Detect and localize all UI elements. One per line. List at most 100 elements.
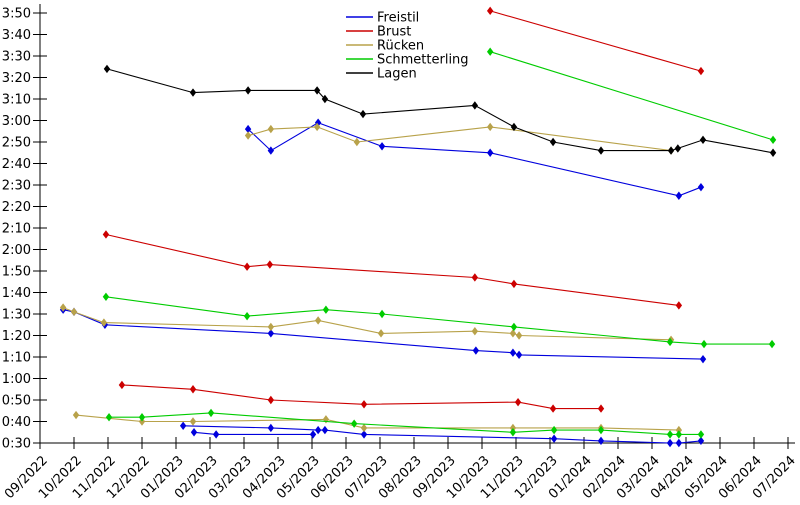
y-tick-label: 3:00: [2, 114, 31, 129]
legend-label-brust: Brust: [377, 25, 411, 40]
data-point-marker: [378, 142, 386, 151]
data-point-marker: [486, 148, 494, 157]
data-point-marker: [486, 47, 494, 56]
y-tick-label: 3:20: [2, 71, 31, 86]
data-point-marker: [59, 303, 67, 312]
data-point-marker: [189, 385, 197, 394]
data-point-marker: [769, 135, 777, 145]
series-ruecken-line: [62, 307, 672, 341]
data-point-marker: [675, 430, 683, 439]
data-point-marker: [515, 331, 523, 340]
y-axis: 0:30 0:40 0:50 1:00 1:10 1:20 1:30 1:40 1:50 2:00…: [2, 7, 47, 452]
series-ruecken-line: [75, 414, 679, 431]
data-point-marker: [667, 146, 675, 155]
data-point-marker: [377, 329, 385, 338]
legend-item-ruecken: Rücken: [346, 39, 424, 54]
data-point-marker: [675, 438, 683, 448]
data-point-marker: [118, 380, 126, 390]
data-point-marker: [360, 400, 368, 409]
data-point-marker: [699, 135, 707, 145]
y-tick-label: 1:40: [2, 286, 31, 301]
y-tick-label: 1:20: [2, 329, 31, 344]
data-point-marker: [244, 86, 252, 95]
data-point-marker: [471, 273, 479, 282]
data-point-marker: [243, 262, 251, 271]
y-tick-label: 2:20: [2, 200, 31, 215]
data-point-marker: [359, 109, 367, 119]
data-point-marker: [675, 191, 683, 200]
data-point-marker: [697, 436, 705, 446]
data-point-marker: [549, 137, 557, 147]
y-tick-label: 2:30: [2, 179, 31, 194]
data-point-marker: [697, 430, 705, 439]
data-point-marker: [700, 339, 708, 349]
data-point-marker: [666, 430, 674, 439]
data-point-marker: [72, 410, 80, 420]
data-point-marker: [597, 436, 605, 446]
y-tick-label: 3:30: [2, 50, 31, 65]
data-point-marker: [244, 124, 252, 134]
legend-item-schmetterling: Schmetterling: [346, 53, 469, 68]
data-point-marker: [189, 417, 197, 426]
data-point-marker: [360, 423, 368, 433]
data-point-marker: [207, 408, 215, 418]
data-point-marker: [486, 122, 494, 132]
data-point-marker: [190, 428, 198, 437]
series-schmetterling-line: [490, 51, 774, 141]
data-point-marker: [666, 337, 674, 347]
data-point-marker: [550, 425, 558, 435]
data-point-marker: [313, 86, 321, 95]
data-point-marker: [509, 329, 517, 338]
data-point-marker: [314, 425, 322, 435]
data-point-marker: [510, 122, 518, 132]
series-freistil-line: [193, 431, 313, 435]
data-point-marker: [666, 438, 674, 448]
data-point-marker: [321, 94, 329, 104]
y-tick-label: 2:40: [2, 157, 31, 172]
data-point-marker: [267, 124, 275, 134]
data-point-marker: [697, 66, 705, 76]
data-point-marker: [100, 318, 108, 327]
legend-label-freistil: Freistil: [377, 11, 419, 26]
series-freistil-line: [183, 425, 702, 444]
series-schmetterling-line: [105, 296, 772, 345]
data-point-marker: [360, 430, 368, 439]
data-point-marker: [378, 309, 386, 319]
y-tick-label: 3:40: [2, 28, 31, 43]
data-point-marker: [510, 322, 518, 332]
series-brust-line: [490, 10, 702, 72]
data-point-marker: [675, 301, 683, 310]
data-point-marker: [267, 146, 275, 155]
data-point-marker: [697, 182, 705, 192]
y-tick-label: 3:10: [2, 93, 31, 108]
data-point-marker: [509, 348, 517, 357]
y-tick-label: 2:10: [2, 222, 31, 237]
data-point-marker: [515, 350, 523, 360]
data-point-marker: [675, 425, 683, 435]
y-tick-label: 1:00: [2, 372, 31, 387]
legend-label-ruecken: Rücken: [377, 39, 424, 54]
data-point-marker: [243, 311, 251, 321]
data-point-marker: [322, 305, 330, 314]
data-point-marker: [549, 404, 557, 413]
data-point-marker: [550, 434, 558, 443]
data-point-marker: [674, 144, 682, 153]
y-tick-label: 0:50: [2, 394, 31, 409]
series-freistil-line: [247, 122, 702, 197]
data-point-marker: [472, 346, 480, 355]
legend-label-schmetterling: Schmetterling: [377, 53, 469, 68]
data-point-marker: [514, 397, 522, 407]
data-point-marker: [314, 316, 322, 325]
series-ruecken: [59, 122, 683, 435]
data-point-marker: [267, 329, 275, 338]
data-point-marker: [105, 413, 113, 422]
data-point-marker: [267, 395, 275, 405]
y-tick-label: 1:30: [2, 308, 31, 323]
data-point-marker: [510, 279, 518, 289]
y-tick-label: 1:10: [2, 351, 31, 366]
data-point-marker: [769, 148, 777, 157]
data-point-marker: [179, 421, 187, 430]
